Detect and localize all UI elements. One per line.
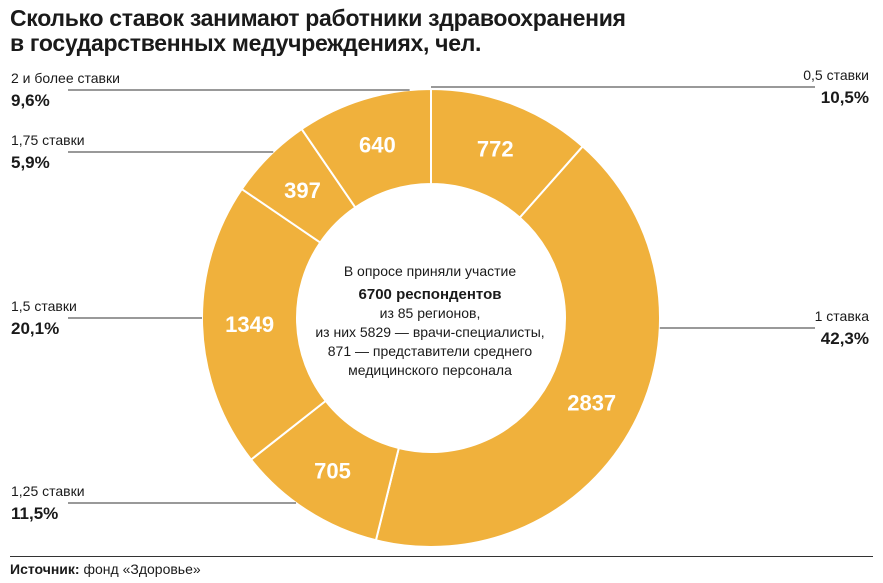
category-labels: 0,5 ставки 10,5% 1 ставка 42,3% 1,25 ставки 1… <box>11 67 869 523</box>
center-text-line-6: медицинского персонала <box>348 362 512 378</box>
center-text-line-3: из 85 регионов, <box>380 305 481 321</box>
source-text: фонд «Здоровье» <box>83 561 201 577</box>
category-label-1-25-ставки: 1,25 ставки <box>11 483 85 499</box>
center-text-line-5: 871 — представители среднего <box>328 343 533 359</box>
leader-lines <box>68 86 815 504</box>
footer-divider <box>10 556 873 557</box>
category-label-0-5-ставки: 0,5 ставки <box>803 67 869 83</box>
value-label-2-и-более-ставки: 640 <box>359 133 396 158</box>
source-label: Источник: <box>10 561 80 577</box>
category-label-1-75-ставки: 1,75 ставки <box>11 132 85 148</box>
value-label-1-ставка: 2837 <box>567 390 616 415</box>
value-label-0-5-ставки: 772 <box>477 136 514 161</box>
chart-title-line-2: в государственных медучреждениях, чел. <box>10 30 482 56</box>
donut-slice-1-5-ставки <box>201 187 328 462</box>
center-text-line-1: В опросе приняли участие <box>344 263 517 279</box>
donut-slice-1-ставка <box>374 145 661 548</box>
value-labels: 772 2837 705 1349 397 640 <box>225 133 616 484</box>
percent-label-1-ставка: 42,3% <box>821 329 869 348</box>
source-note: Источник: фонд «Здоровье» <box>10 561 201 577</box>
percent-label-1-5-ставки: 20,1% <box>11 319 59 338</box>
donut-slices <box>201 87 661 548</box>
percent-label-1-75-ставки: 5,9% <box>11 153 50 172</box>
category-label-1-5-ставки: 1,5 ставки <box>11 298 77 314</box>
center-text-line-2: 6700 респондентов <box>359 286 502 303</box>
percent-label-1-25-ставки: 11,5% <box>11 504 58 523</box>
percent-label-2-и-более-ставки: 9,6% <box>11 91 50 110</box>
chart-title: Сколько ставок занимают работники здраво… <box>10 6 870 56</box>
center-text-line-4: из них 5829 — врачи-специалисты, <box>315 324 544 340</box>
percent-label-0-5-ставки: 10,5% <box>821 88 869 107</box>
value-label-1-75-ставки: 397 <box>284 178 321 203</box>
donut-slice-2-и-более-ставки <box>300 87 432 209</box>
value-label-1-5-ставки: 1349 <box>225 312 274 337</box>
category-label-2-и-более-ставки: 2 и более ставки <box>11 70 120 86</box>
center-text: В опросе приняли участие 6700 респондент… <box>315 263 544 378</box>
chart-title-line-1: Сколько ставок занимают работники здраво… <box>10 5 626 31</box>
category-label-1-ставка: 1 ставка <box>815 308 870 324</box>
value-label-1-25-ставки: 705 <box>314 458 351 483</box>
